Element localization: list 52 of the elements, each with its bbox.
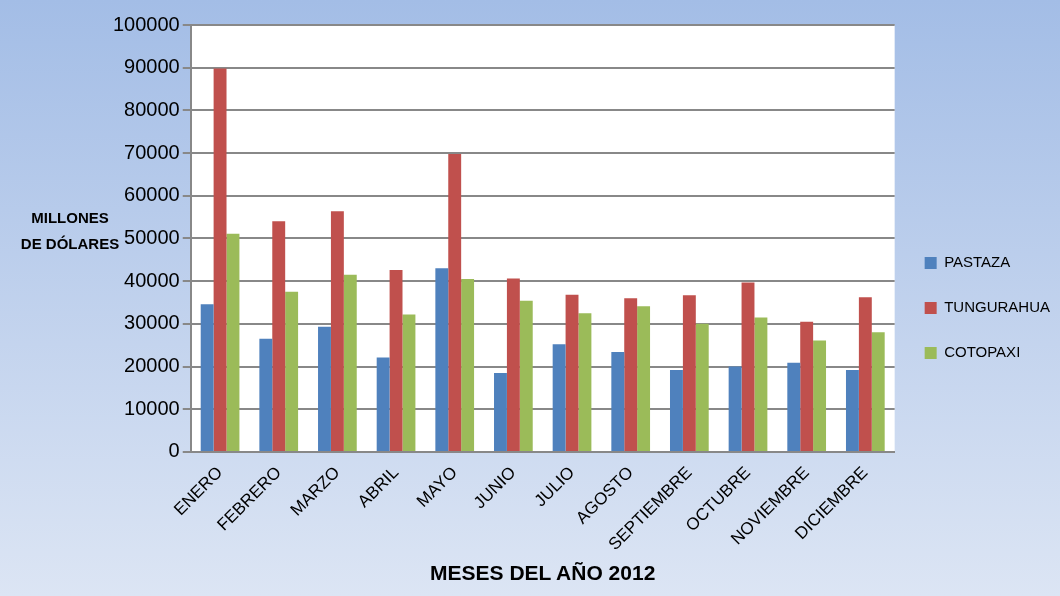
bar bbox=[285, 291, 299, 451]
x-axis-title: MESES DEL AÑO 2012 bbox=[430, 561, 656, 585]
bar bbox=[519, 300, 533, 451]
bar bbox=[670, 369, 683, 451]
y-tick-label: 100000 bbox=[112, 12, 180, 35]
bar bbox=[800, 321, 814, 451]
bar bbox=[330, 211, 344, 451]
bar bbox=[376, 357, 390, 451]
bar bbox=[461, 279, 475, 451]
y-tick-label: 40000 bbox=[124, 268, 180, 291]
y-tick-label: 0 bbox=[168, 439, 180, 462]
legend-label: TUNGURAHUA bbox=[944, 298, 1051, 316]
y-tick-label: 20000 bbox=[124, 354, 180, 377]
y-tick-label: 10000 bbox=[124, 396, 180, 419]
bar bbox=[637, 306, 651, 451]
bar bbox=[754, 317, 768, 451]
bar bbox=[741, 282, 755, 451]
bar bbox=[213, 68, 227, 451]
bar bbox=[272, 221, 286, 451]
bar bbox=[448, 153, 462, 451]
bar bbox=[552, 344, 566, 451]
bar bbox=[845, 369, 859, 451]
y-tick-label: 90000 bbox=[124, 55, 180, 78]
bar bbox=[728, 366, 742, 451]
bar bbox=[624, 298, 638, 451]
bar bbox=[343, 274, 357, 451]
y-tick-label: 60000 bbox=[124, 183, 180, 206]
y-tick-label: 30000 bbox=[124, 311, 180, 334]
legend-label: COTOPAXI bbox=[944, 343, 1021, 361]
bar bbox=[611, 352, 625, 451]
bar bbox=[813, 340, 827, 451]
bar bbox=[435, 268, 449, 451]
bar bbox=[787, 362, 801, 451]
bar bbox=[858, 297, 872, 451]
bar bbox=[259, 338, 273, 451]
y-tick-label: 80000 bbox=[124, 97, 180, 120]
bar bbox=[226, 233, 240, 451]
bar bbox=[871, 332, 885, 451]
y-axis-title: MILLONES DE DÓLARES bbox=[20, 208, 120, 254]
legend-label: PASTAZA bbox=[944, 253, 1011, 271]
bar bbox=[402, 314, 416, 451]
bar bbox=[565, 294, 579, 451]
bar bbox=[200, 304, 214, 451]
bar bbox=[389, 270, 403, 451]
bar bbox=[695, 323, 709, 451]
bar bbox=[494, 372, 507, 451]
bar bbox=[318, 326, 331, 451]
y-tick-label: 50000 bbox=[124, 225, 180, 248]
bar bbox=[506, 278, 520, 451]
y-tick-label: 70000 bbox=[124, 140, 180, 163]
bar bbox=[682, 295, 696, 451]
bar bbox=[578, 313, 592, 451]
